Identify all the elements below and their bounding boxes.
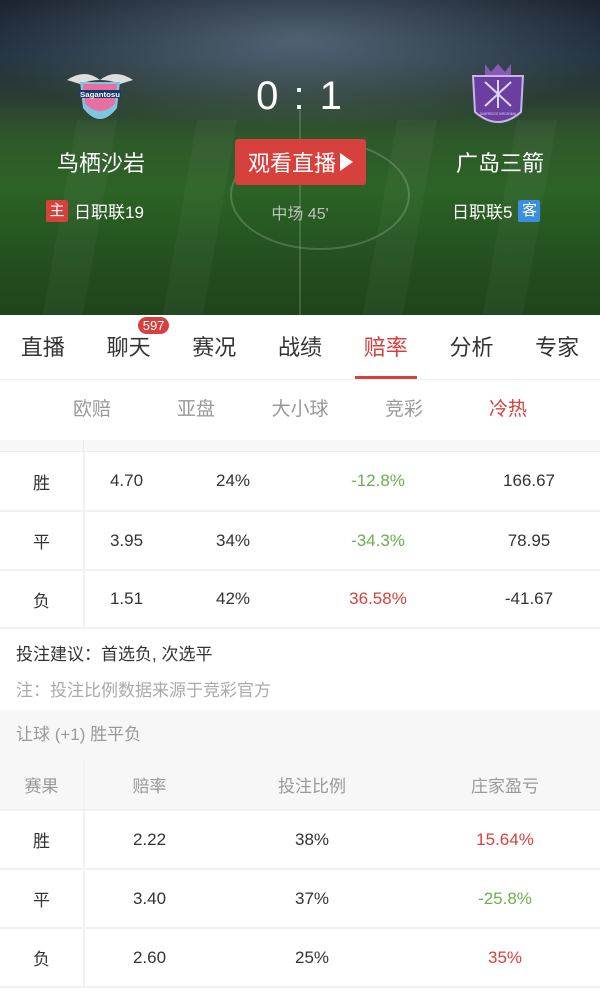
ratio-cell: 37% xyxy=(214,869,410,929)
tab-analysis[interactable]: 分析 xyxy=(449,335,494,360)
odds-cell: 3.40 xyxy=(84,869,214,929)
change-cell: -34.3% xyxy=(298,511,458,571)
tab-odds[interactable]: 赔率 xyxy=(343,315,429,379)
away-rank-text: 日职联5 xyxy=(452,203,513,222)
ratio-cell: 34% xyxy=(168,511,298,571)
header-profit: 庄家盈亏 xyxy=(410,760,600,811)
header-result: 赛果 xyxy=(0,760,85,811)
home-team-logo: Sagantosu xyxy=(67,74,133,119)
profit-cell: -41.67 xyxy=(458,570,600,629)
table-row: 胜 2.22 38% 15.64% xyxy=(0,810,600,870)
home-rank: 主 日职联19 xyxy=(46,198,144,223)
result-cell: 负 xyxy=(0,928,85,988)
result-cell: 平 xyxy=(0,869,85,929)
home-tag: 主 xyxy=(46,199,68,222)
tab-chat-label: 聊天 xyxy=(106,335,151,360)
odds-subtabs: 欧赔 亚盘 大小球 竞彩 冷热 xyxy=(0,380,600,440)
profit-cell: 35% xyxy=(410,928,600,988)
ratio-cell: 25% xyxy=(214,928,410,988)
header-ratio: 投注比例 xyxy=(214,760,410,811)
result-cell: 胜 xyxy=(0,452,85,512)
subtab-over-under[interactable]: 大小球 xyxy=(271,399,329,420)
handicap-section-title: 让球 (+1) 胜平负 xyxy=(0,710,600,760)
away-tag: 客 xyxy=(518,199,541,222)
odds-cell: 2.22 xyxy=(84,810,214,870)
result-cell: 负 xyxy=(0,570,85,629)
table-row: 胜 4.70 24% -12.8% 166.67 xyxy=(0,452,600,512)
table-header-strip xyxy=(0,440,600,452)
betting-advice: 投注建议：首选负, 次选平 xyxy=(16,645,213,664)
table-row: 负 2.60 25% 35% xyxy=(0,928,600,988)
subtab-hot-cold[interactable]: 冷热 xyxy=(488,399,527,420)
chat-count-badge: 597 xyxy=(137,317,170,334)
match-status: 中场 45' xyxy=(271,206,329,223)
odds-cell: 4.70 xyxy=(84,452,168,512)
hot-cold-table: 胜 4.70 24% -12.8% 166.67 平 3.95 34% -34.… xyxy=(0,452,600,629)
watch-live-label: 观看直播 xyxy=(247,151,336,176)
table-row: 负 1.51 42% 36.58% -41.67 xyxy=(0,570,600,629)
home-rank-text: 日职联19 xyxy=(74,203,144,222)
odds-cell: 1.51 xyxy=(84,570,168,629)
table-row: 平 3.95 34% -34.3% 78.95 xyxy=(0,511,600,571)
tab-chat[interactable]: 聊天 597 xyxy=(86,315,172,379)
data-source-note: 注：投注比例数据来源于竞彩官方 xyxy=(16,681,271,700)
ratio-cell: 24% xyxy=(168,452,298,512)
result-cell: 胜 xyxy=(0,810,85,870)
profit-cell: -25.8% xyxy=(410,869,600,929)
change-cell: 36.58% xyxy=(298,570,458,629)
odds-cell: 2.60 xyxy=(84,928,214,988)
handicap-table: 赛果 赔率 投注比例 庄家盈亏 胜 2.22 38% 15.64% 平 3.40… xyxy=(0,760,600,988)
ratio-cell: 38% xyxy=(214,810,410,870)
away-rank: 日职联5 客 xyxy=(452,198,541,223)
result-cell: 平 xyxy=(0,511,85,571)
tab-match-status[interactable]: 赛况 xyxy=(192,335,237,360)
match-header: Sagantosu SANFRECCE HIROSHIMA 0 : 1 鸟栖沙岩… xyxy=(0,0,600,315)
away-logo-text: SANFRECCE HIROSHIMA xyxy=(480,112,517,116)
home-team-name[interactable]: 鸟栖沙岩 xyxy=(56,151,145,176)
odds-cell: 3.95 xyxy=(84,511,168,571)
profit-cell: 78.95 xyxy=(458,511,600,571)
watch-live-button[interactable]: 观看直播 xyxy=(235,139,366,185)
away-team-logo: SANFRECCE HIROSHIMA xyxy=(471,64,525,123)
tab-record[interactable]: 战绩 xyxy=(278,335,323,360)
main-tabs: 直播 聊天 597 赛况 战绩 赔率 分析 专家 xyxy=(0,315,600,380)
ratio-cell: 42% xyxy=(168,570,298,629)
match-score: 0 : 1 xyxy=(256,74,344,118)
profit-cell: 15.64% xyxy=(410,810,600,870)
tab-experts[interactable]: 专家 xyxy=(535,335,580,360)
profit-cell: 166.67 xyxy=(458,452,600,512)
subtab-lottery[interactable]: 竞彩 xyxy=(384,399,423,420)
away-team-name[interactable]: 广岛三箭 xyxy=(455,151,544,176)
header-odds: 赔率 xyxy=(84,760,214,811)
tab-live[interactable]: 直播 xyxy=(20,335,65,360)
table-row: 平 3.40 37% -25.8% xyxy=(0,869,600,929)
change-cell: -12.8% xyxy=(298,452,458,512)
subtab-european[interactable]: 欧赔 xyxy=(72,399,111,420)
home-logo-text: Sagantosu xyxy=(80,92,120,99)
table-header-row: 赛果 赔率 投注比例 庄家盈亏 xyxy=(0,760,600,811)
subtab-asian[interactable]: 亚盘 xyxy=(176,399,215,420)
play-icon xyxy=(340,153,353,171)
